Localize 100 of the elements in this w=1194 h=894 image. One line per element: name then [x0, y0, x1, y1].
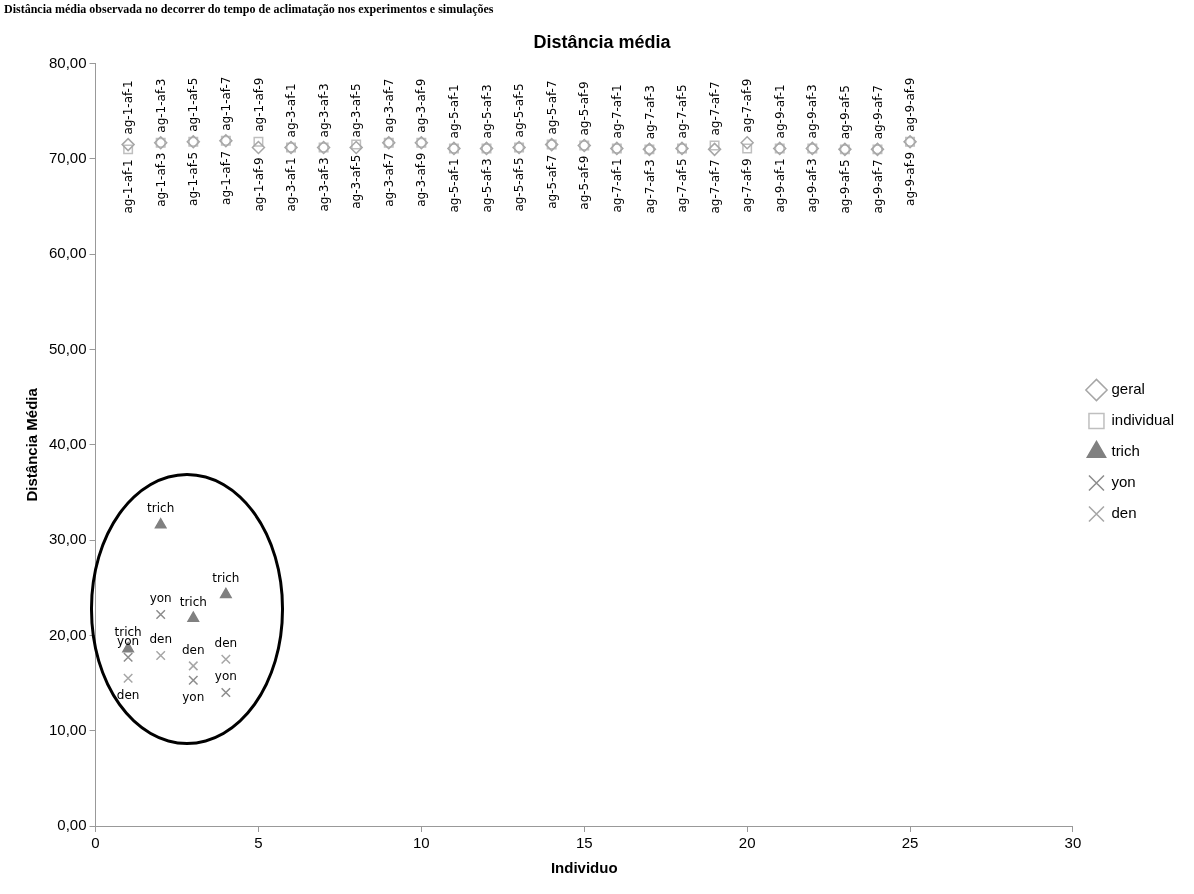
data-label: ag-7-af-3 [642, 85, 657, 140]
x-tick-label: 10 [413, 834, 430, 852]
data-label: ag-7-af-9 [740, 78, 755, 133]
legend-label: yon [1111, 473, 1136, 491]
data-label: trich [212, 571, 240, 586]
data-label: ag-9-af-9 [903, 151, 918, 206]
y-axis-title: Distância Média [23, 387, 41, 502]
chart-title: Distância média [533, 31, 672, 52]
data-label: ag-9-af-1 [772, 158, 787, 213]
data-label: ag-3-af-3 [316, 157, 331, 212]
data-label: ag-7-af-7 [707, 81, 722, 136]
data-label: ag-1-af-7 [218, 150, 233, 205]
x-tick-label: 5 [254, 834, 263, 852]
data-label: ag-5-af-3 [479, 84, 494, 139]
data-label: ag-3-af-1 [284, 157, 299, 212]
data-label: ag-1-af-9 [251, 157, 266, 212]
point [123, 652, 134, 663]
point [707, 142, 722, 157]
y-tick-label: 10,00 [48, 720, 87, 738]
data-label: ag-3-af-5 [349, 154, 364, 209]
legend-label: individual [1111, 411, 1175, 429]
data-label: ag-5-af-1 [447, 84, 462, 139]
data-label: den [214, 635, 238, 650]
data-label: den [149, 632, 172, 647]
y-tick-label: 60,00 [48, 244, 87, 262]
data-label: trich [147, 501, 175, 516]
data-label: yon [149, 591, 172, 606]
y-tick-label: 30,00 [48, 530, 87, 548]
legend-label: geral [1111, 380, 1145, 398]
point [740, 135, 754, 150]
x-tick-label: 25 [901, 834, 919, 852]
data-label: ag-5-af-5 [512, 157, 527, 212]
data-label: ag-1-af-5 [186, 77, 201, 132]
legend-label: den [1111, 504, 1137, 522]
data-label: ag-9-af-3 [805, 158, 820, 213]
data-label: ag-3-af-9 [414, 78, 429, 133]
point [251, 140, 266, 155]
data-label: ag-9-af-9 [903, 77, 918, 132]
data-label: ag-9-af-5 [838, 159, 853, 214]
data-label: ag-7-af-3 [642, 159, 657, 214]
point [188, 675, 199, 686]
point [742, 143, 753, 154]
data-label: ag-3-af-7 [381, 78, 396, 133]
point [253, 136, 264, 147]
point [154, 518, 167, 529]
data-label: ag-3-af-5 [349, 83, 364, 138]
data-label: ag-5-af-3 [479, 158, 494, 213]
point [188, 660, 199, 671]
data-label: ag-1-af-7 [218, 76, 233, 131]
data-label: ag-5-af-1 [447, 158, 462, 213]
point [187, 611, 200, 622]
point [155, 609, 166, 620]
data-label: den [181, 642, 205, 657]
y-tick-label: 0,00 [57, 816, 87, 834]
x-tick-label: 0 [91, 834, 100, 852]
point [709, 140, 720, 151]
data-label: ag-9-af-1 [772, 84, 787, 139]
data-label: ag-5-af-9 [577, 155, 592, 210]
data-label: ag-7-af-1 [609, 158, 624, 213]
data-label: ag-5-af-7 [544, 154, 559, 209]
data-label: ag-7-af-5 [675, 158, 690, 213]
data-label: ag-7-af-5 [675, 84, 690, 139]
data-label: ag-3-af-9 [414, 152, 429, 207]
data-label: ag-3-af-1 [284, 83, 299, 138]
y-tick-label: 80,00 [48, 53, 87, 71]
data-label: den [116, 687, 140, 702]
y-tick-label: 40,00 [48, 434, 87, 452]
data-label: ag-9-af-7 [870, 159, 885, 214]
y-tick-label: 50,00 [48, 339, 87, 357]
point [351, 139, 362, 150]
data-label: ag-1-af-1 [121, 159, 136, 214]
data-label: ag-1-af-3 [153, 152, 168, 207]
point [220, 654, 231, 665]
data-label: ag-5-af-5 [512, 83, 527, 138]
data-label: yon [214, 669, 237, 684]
point [349, 140, 363, 155]
x-tick-label: 15 [575, 834, 593, 852]
text: Distância média observada no decorrer do tempo de aclimatação nos experimentos e simulações [4, 2, 494, 17]
x-tick-label: 30 [1064, 834, 1082, 852]
data-label: trich [179, 594, 207, 609]
point [219, 587, 232, 599]
data-label: ag-9-af-5 [838, 85, 853, 140]
data-label: ag-7-af-9 [740, 158, 755, 213]
point [123, 144, 134, 155]
point [220, 687, 231, 698]
y-tick-label: 70,00 [48, 149, 87, 167]
point [121, 137, 135, 152]
data-label: ag-5-af-7 [544, 80, 559, 135]
data-label: ag-1-af-5 [186, 151, 201, 206]
data-label: ag-5-af-9 [577, 81, 592, 136]
data-label: ag-7-af-1 [609, 84, 624, 139]
data-label: yon [182, 689, 205, 704]
y-tick-label: 20,00 [48, 625, 87, 643]
point [155, 650, 166, 661]
data-label: ag-7-af-7 [707, 159, 722, 214]
legend-label: trich [1111, 442, 1140, 460]
data-label: ag-9-af-3 [805, 84, 820, 139]
data-label: ag-3-af-3 [316, 83, 331, 138]
data-label: ag-1-af-3 [153, 78, 168, 133]
point [123, 673, 134, 684]
